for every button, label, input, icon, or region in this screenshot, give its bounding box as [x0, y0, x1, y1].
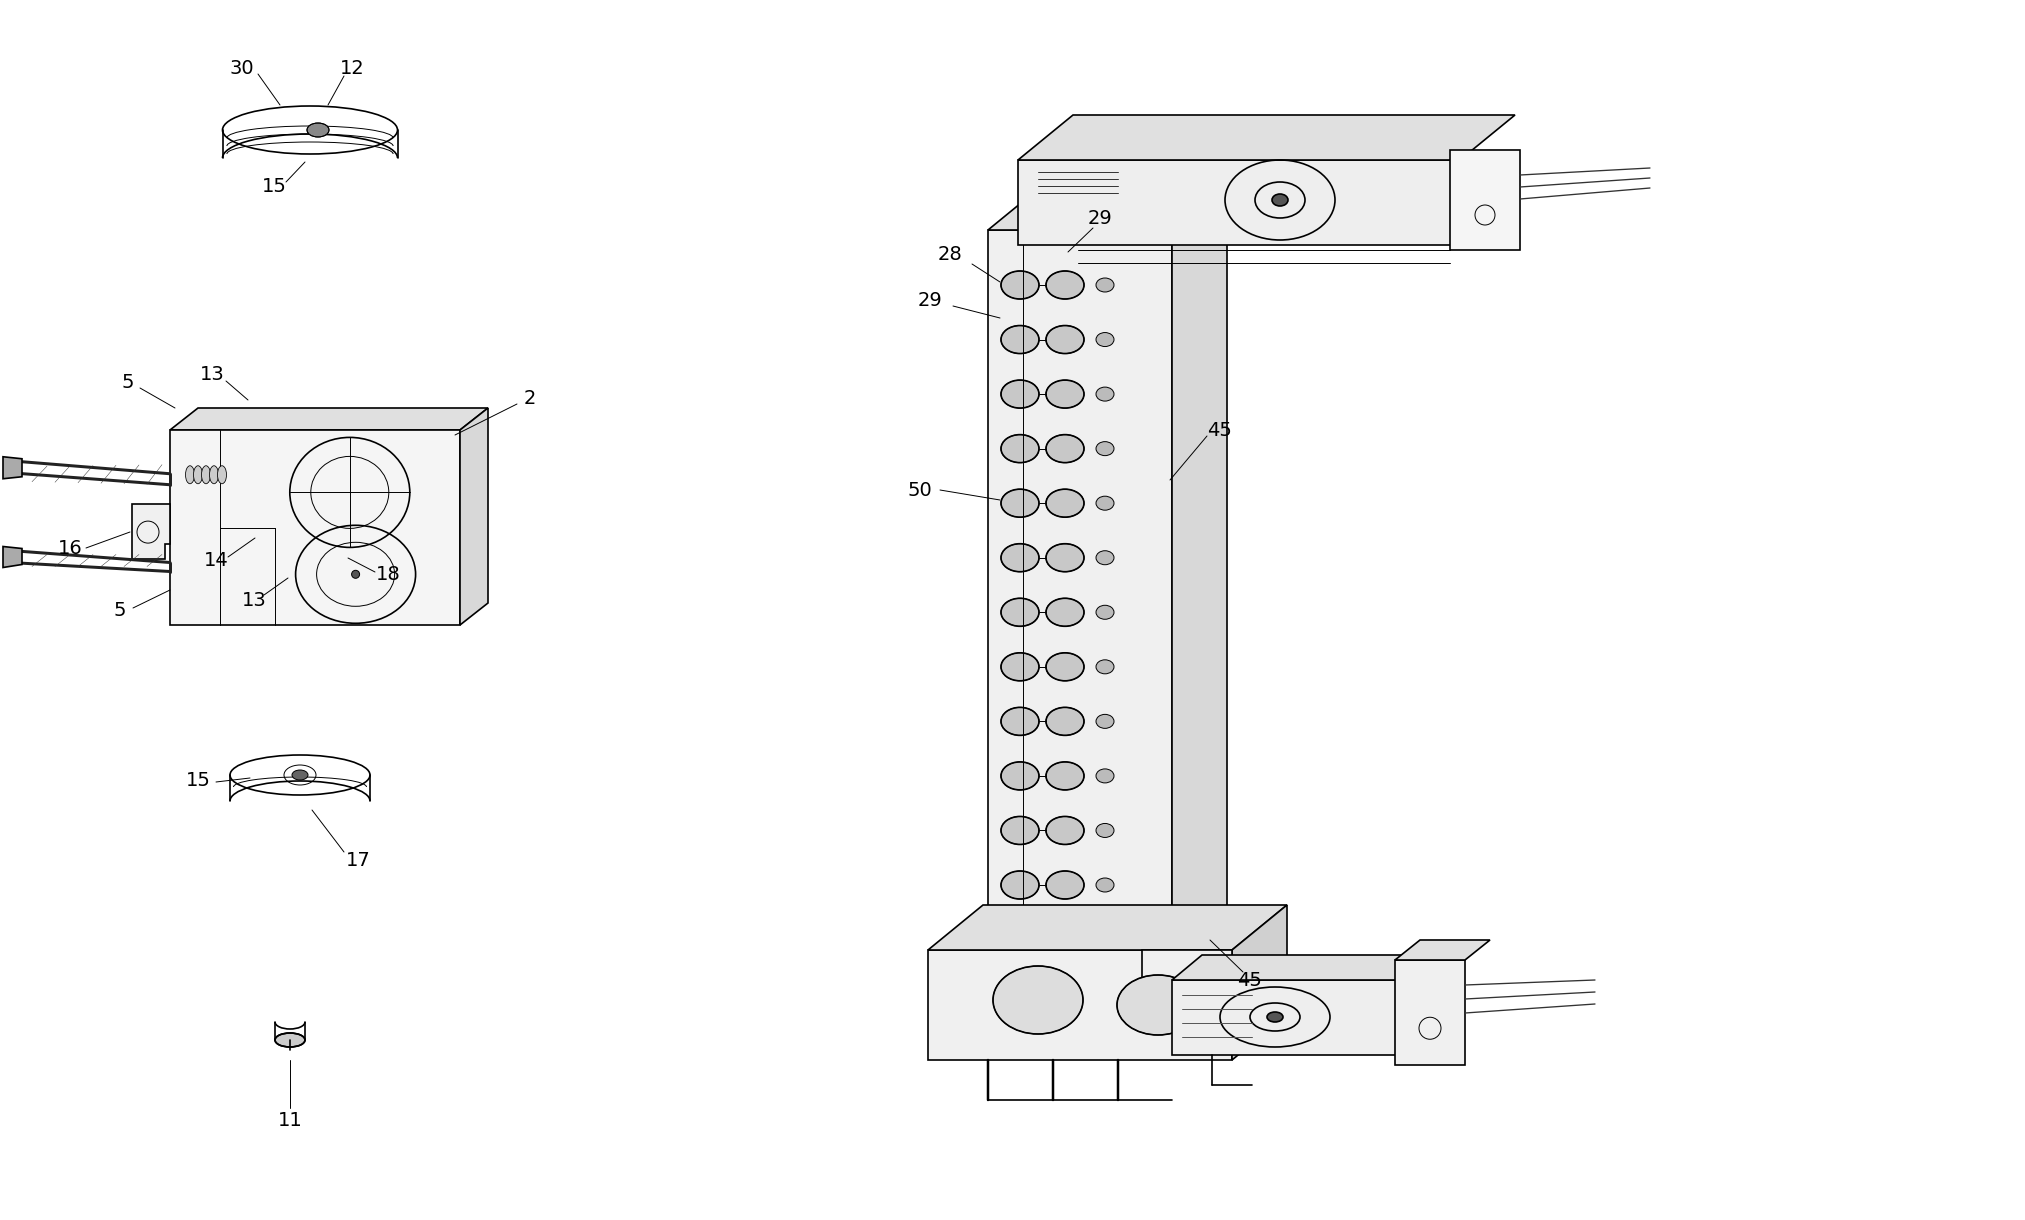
Polygon shape	[988, 185, 1227, 231]
Ellipse shape	[1047, 434, 1083, 462]
Text: 18: 18	[375, 566, 401, 584]
Ellipse shape	[1096, 715, 1114, 728]
Polygon shape	[1142, 950, 1231, 980]
Ellipse shape	[194, 466, 202, 484]
Ellipse shape	[1096, 769, 1114, 783]
Ellipse shape	[1047, 598, 1083, 626]
Polygon shape	[988, 231, 1172, 950]
Ellipse shape	[992, 966, 1083, 1035]
Text: 50: 50	[907, 481, 932, 499]
Polygon shape	[170, 429, 460, 625]
Ellipse shape	[217, 466, 227, 484]
Text: 13: 13	[200, 366, 225, 384]
Ellipse shape	[1047, 762, 1083, 789]
Ellipse shape	[1047, 271, 1083, 299]
Polygon shape	[132, 504, 170, 559]
Text: 13: 13	[241, 590, 267, 610]
Ellipse shape	[1000, 381, 1039, 409]
Text: 2: 2	[524, 388, 537, 407]
Polygon shape	[927, 905, 1288, 950]
Ellipse shape	[1000, 489, 1039, 517]
Ellipse shape	[1096, 497, 1114, 510]
Ellipse shape	[202, 466, 211, 484]
Ellipse shape	[1096, 660, 1114, 673]
Text: 15: 15	[261, 177, 286, 195]
Polygon shape	[1019, 160, 1460, 245]
Ellipse shape	[1000, 871, 1039, 899]
Ellipse shape	[1000, 762, 1039, 789]
Ellipse shape	[1000, 816, 1039, 844]
Text: 17: 17	[346, 850, 371, 870]
Ellipse shape	[275, 1033, 306, 1047]
Ellipse shape	[1000, 653, 1039, 681]
Text: 45: 45	[1207, 421, 1233, 439]
Ellipse shape	[1047, 816, 1083, 844]
Text: 29: 29	[1087, 209, 1112, 227]
Ellipse shape	[1047, 653, 1083, 681]
Ellipse shape	[1047, 381, 1083, 409]
Ellipse shape	[1096, 605, 1114, 620]
Polygon shape	[1019, 115, 1515, 160]
Ellipse shape	[1047, 326, 1083, 354]
Ellipse shape	[1096, 442, 1114, 455]
Text: 45: 45	[1237, 970, 1262, 989]
Ellipse shape	[1047, 489, 1083, 517]
Ellipse shape	[1096, 550, 1114, 565]
Text: 29: 29	[917, 290, 942, 310]
Ellipse shape	[1096, 387, 1114, 401]
Ellipse shape	[1268, 1013, 1284, 1022]
Ellipse shape	[1118, 975, 1199, 1035]
Ellipse shape	[1096, 878, 1114, 892]
Ellipse shape	[1000, 326, 1039, 354]
Ellipse shape	[308, 123, 328, 137]
Ellipse shape	[1047, 544, 1083, 572]
Ellipse shape	[1096, 824, 1114, 837]
Text: 16: 16	[57, 538, 83, 558]
Polygon shape	[2, 456, 22, 478]
Polygon shape	[1395, 939, 1490, 960]
Ellipse shape	[1000, 598, 1039, 626]
Ellipse shape	[1000, 708, 1039, 736]
Text: 28: 28	[938, 245, 962, 265]
Ellipse shape	[186, 466, 194, 484]
Text: 12: 12	[340, 59, 364, 78]
Text: 14: 14	[205, 550, 229, 570]
Ellipse shape	[209, 466, 219, 484]
Polygon shape	[1172, 980, 1399, 1055]
Text: 30: 30	[229, 59, 255, 78]
Ellipse shape	[1047, 708, 1083, 736]
Polygon shape	[1172, 955, 1430, 980]
Ellipse shape	[1000, 434, 1039, 462]
Ellipse shape	[1000, 544, 1039, 572]
Ellipse shape	[352, 570, 360, 578]
Polygon shape	[1395, 960, 1464, 1065]
Text: 11: 11	[277, 1110, 302, 1130]
Ellipse shape	[292, 770, 308, 780]
Polygon shape	[460, 407, 488, 625]
Ellipse shape	[1272, 194, 1288, 206]
Polygon shape	[1450, 150, 1521, 250]
Polygon shape	[170, 407, 488, 429]
Ellipse shape	[1000, 271, 1039, 299]
Polygon shape	[2, 547, 22, 567]
Ellipse shape	[1047, 871, 1083, 899]
Text: 5: 5	[122, 372, 134, 392]
Polygon shape	[1231, 905, 1288, 1060]
Polygon shape	[927, 950, 1231, 1060]
Text: 15: 15	[186, 771, 211, 789]
Text: 5: 5	[113, 600, 126, 620]
Ellipse shape	[1096, 278, 1114, 292]
Polygon shape	[1172, 185, 1227, 950]
Ellipse shape	[1096, 333, 1114, 346]
